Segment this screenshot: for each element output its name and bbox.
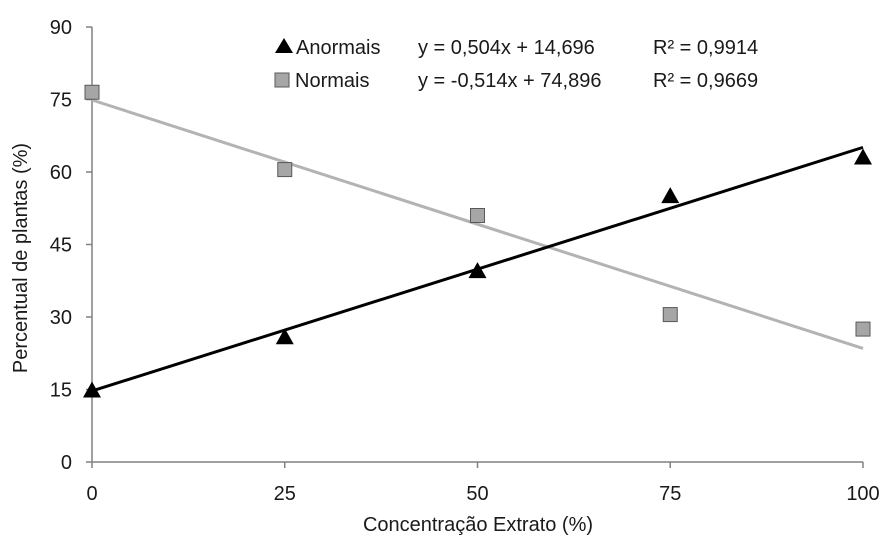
x-tick-label: 75 xyxy=(659,483,681,505)
x-tick-label: 25 xyxy=(274,483,296,505)
y-axis-label: Percentual de plantas (%) xyxy=(10,143,32,373)
legend-equation-anormais: y = 0,504x + 14,696 xyxy=(418,37,595,59)
legend-r2-normais: R² = 0,9669 xyxy=(653,70,758,92)
trendlines xyxy=(92,100,863,391)
legend: Anormais y = 0,504x + 14,696 R² = 0,9914… xyxy=(275,37,758,92)
y-tick-label: 60 xyxy=(50,162,72,184)
legend-label-normais: Normais xyxy=(295,70,369,92)
data-markers xyxy=(83,85,872,397)
legend-triangle-icon xyxy=(275,38,293,53)
legend-equation-normais: y = -0,514x + 74,896 xyxy=(418,70,601,92)
y-tick-label: 75 xyxy=(50,90,72,112)
data-point-normais xyxy=(663,308,677,322)
x-ticks: 0 25 50 75 100 xyxy=(86,462,879,505)
legend-entry-anormais: Anormais y = 0,504x + 14,696 R² = 0,9914 xyxy=(275,37,758,59)
trendline-normais xyxy=(92,100,863,348)
legend-r2-anormais: R² = 0,9914 xyxy=(653,37,758,59)
data-point-anormais xyxy=(661,187,679,203)
legend-square-icon xyxy=(275,73,289,87)
y-tick-label: 15 xyxy=(50,380,72,402)
x-tick-label: 0 xyxy=(86,483,97,505)
y-tick-label: 45 xyxy=(50,235,72,257)
x-axis-label: Concentração Extrato (%) xyxy=(363,514,593,536)
data-point-normais xyxy=(856,322,870,336)
data-point-normais xyxy=(85,85,99,99)
x-tick-label: 100 xyxy=(846,483,879,505)
x-tick-label: 50 xyxy=(466,483,488,505)
data-point-normais xyxy=(278,163,292,177)
y-tick-label: 0 xyxy=(61,452,72,474)
data-point-normais xyxy=(471,209,485,223)
y-tick-label: 90 xyxy=(50,17,72,39)
y-tick-label: 30 xyxy=(50,307,72,329)
legend-label-anormais: Anormais xyxy=(296,37,380,59)
legend-entry-normais: Normais y = -0,514x + 74,896 R² = 0,9669 xyxy=(275,70,758,92)
